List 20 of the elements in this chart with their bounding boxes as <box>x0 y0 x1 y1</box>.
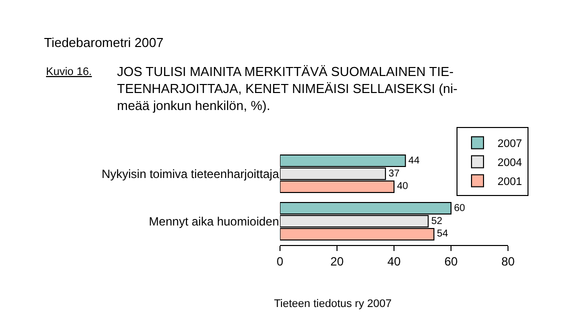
text: Kuvio 16. <box>46 66 92 78</box>
x-tick-label: 20 <box>330 254 344 268</box>
data-label: 52 <box>431 216 443 227</box>
data-label: 37 <box>388 168 400 180</box>
x-tick-label: 40 <box>387 254 401 268</box>
y-tick-label: Mennyt aika huomioiden <box>148 214 279 228</box>
data-label: 54 <box>436 228 448 240</box>
legend-label: 2001 <box>498 176 522 188</box>
legend-label: 2007 <box>498 138 522 150</box>
data-label: 40 <box>397 181 409 192</box>
text: Tiedebarometri 2007 <box>44 35 164 50</box>
x-tick-label: 0 <box>276 254 284 268</box>
legend-label: 2004 <box>498 156 522 169</box>
data-label: 60 <box>454 202 466 214</box>
x-tick-label: 60 <box>444 254 458 268</box>
chart-subtitle: JOS TULISI MAINITA MERKITTÄVÄ SUOMALAINEN TIE- TEENHARJOITTAJA, KENET NIMEÄISI SELLAISEKSI (ni- meää jonkun henkilön, %). <box>117 64 458 113</box>
text: Tieteen tiedotus ry 2007 <box>274 298 392 310</box>
y-tick-label: Nykyisin toimiva tieteenharjoittaja <box>102 166 280 181</box>
x-tick-label: 80 <box>501 254 515 268</box>
data-label: 44 <box>408 155 420 166</box>
